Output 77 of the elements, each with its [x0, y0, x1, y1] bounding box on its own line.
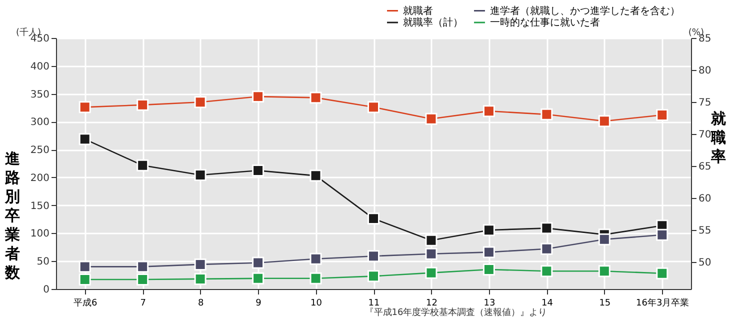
y-tick-label: 400 — [30, 61, 50, 72]
point — [368, 250, 380, 262]
point — [310, 92, 322, 104]
point — [78, 260, 91, 273]
legend-label: 就職率（計） — [403, 16, 463, 28]
y-tick-label: 100 — [30, 228, 50, 240]
y-tick-label: 50 — [36, 256, 50, 268]
x-tick-label: 13 — [484, 298, 496, 308]
point — [598, 265, 610, 278]
y2-tick-label: 85 — [698, 34, 712, 44]
x-tick-label: 10 — [310, 298, 322, 308]
point — [310, 170, 322, 182]
x-tick-label: 15 — [599, 298, 611, 308]
x-tick-label: 14 — [541, 298, 554, 308]
point — [78, 133, 91, 146]
legend-label: 就職者 — [403, 4, 433, 17]
point — [252, 256, 264, 269]
y2-axis-title: 就職率 — [710, 110, 726, 166]
point — [136, 260, 149, 273]
point — [482, 263, 495, 276]
point — [540, 108, 553, 120]
point — [598, 233, 610, 246]
point — [194, 258, 206, 270]
y-tick-label: 150 — [30, 200, 50, 212]
point — [656, 108, 668, 121]
y2-tick-label: 60 — [698, 194, 712, 205]
point — [540, 222, 553, 234]
point — [136, 274, 149, 286]
point — [310, 272, 322, 284]
x-tick-label: 平成6 — [73, 298, 98, 308]
point — [78, 101, 91, 114]
y-tick-label: 200 — [30, 172, 50, 184]
y2-tick-label: 80 — [698, 66, 712, 77]
point — [368, 270, 380, 282]
point — [194, 96, 206, 108]
point — [425, 112, 438, 125]
point — [194, 169, 206, 182]
point — [252, 164, 264, 177]
point — [540, 242, 553, 255]
point — [252, 272, 264, 284]
y-tick-label: 350 — [30, 89, 50, 100]
y2-tick-label: 50 — [698, 258, 712, 269]
x-tick-label: 11 — [368, 298, 380, 308]
x-tick-label: 8 — [198, 298, 204, 308]
y2-tick-label: 65 — [698, 162, 712, 173]
point — [252, 90, 264, 103]
legend-label: 進学者（就職し、かつ進学した者を含む） — [490, 4, 680, 17]
point — [482, 105, 495, 118]
x-tick-label: 7 — [140, 298, 146, 308]
x-tick-label: 12 — [426, 298, 438, 308]
point — [310, 252, 322, 265]
x-tick-label: 16年3月卒業 — [636, 298, 690, 308]
y-tick-label: 250 — [30, 145, 50, 156]
legend-label: 一時的な仕事に就いた者 — [490, 16, 600, 28]
point — [482, 246, 495, 258]
point — [425, 248, 438, 260]
y2-tick-label: 75 — [698, 98, 712, 109]
point — [136, 159, 149, 172]
y2-tick-label: 70 — [698, 130, 712, 141]
point — [78, 274, 91, 286]
point — [368, 212, 380, 225]
point — [136, 98, 149, 111]
y2-tick-label: 55 — [698, 226, 712, 237]
y-tick-label: 0 — [43, 284, 50, 296]
point — [540, 265, 553, 278]
x-tick-label: 9 — [256, 298, 262, 308]
text: 『平成16年度学校基本調査（速報値）』より — [364, 307, 548, 318]
point — [656, 267, 668, 280]
point — [656, 228, 668, 241]
y-tick-label: 300 — [30, 117, 50, 128]
y-axis-title: 進路別卒業者数 — [4, 150, 21, 282]
point — [598, 115, 610, 128]
point — [425, 234, 438, 246]
point — [482, 224, 495, 236]
point — [425, 266, 438, 279]
point — [368, 101, 380, 114]
point — [194, 272, 206, 285]
